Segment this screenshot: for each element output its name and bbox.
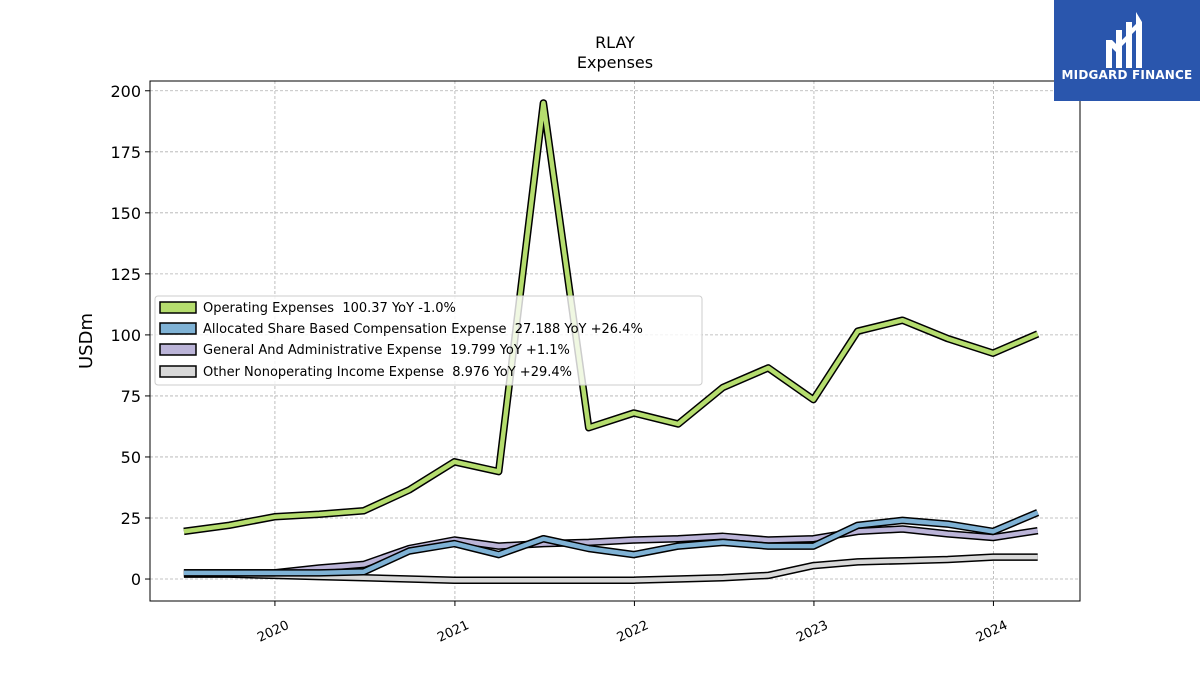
y-axis: 0 25 50 75 100 125 150 175 200: [110, 82, 150, 589]
y-tick-label: 175: [110, 143, 141, 162]
series-lines: [183, 99, 1040, 584]
x-tick-label: 2022: [615, 618, 651, 646]
chart-title: RLAY: [595, 33, 635, 52]
y-tick-label: 50: [121, 448, 141, 467]
series-line-general-and-administrative-expense: [183, 526, 1039, 576]
legend: Operating Expenses 100.37 YoY -1.0% Allo…: [154, 295, 703, 386]
y-tick-label: 100: [110, 326, 141, 345]
x-axis: 2020 2021 2022 2023 2024: [255, 601, 1010, 646]
legend-label-other-nonoperating: Other Nonoperating Income Expense 8.976 …: [203, 365, 572, 380]
y-tick-label: 200: [110, 82, 141, 101]
y-tick-label: 150: [110, 204, 141, 223]
legend-label-allocated-share-based-compensation: Allocated Share Based Compensation Expen…: [203, 322, 643, 337]
legend-label-operating-expenses: Operating Expenses 100.37 YoY -1.0%: [203, 301, 456, 316]
plot-frame: [149, 80, 1081, 602]
midgard-logo-icon: [1106, 12, 1142, 68]
y-tick-label: 125: [110, 265, 141, 284]
y-axis-label: USDm: [76, 313, 97, 369]
legend-swatch-allocated-share-based-compensation: [159, 322, 197, 335]
x-tick-label: 2023: [794, 618, 830, 646]
legend-swatch-general-and-administrative: [159, 343, 197, 356]
legend-swatch-operating-expenses: [159, 301, 197, 314]
x-tick-label: 2020: [255, 618, 291, 646]
legend-label-general-and-administrative: General And Administrative Expense 19.79…: [203, 343, 570, 358]
chart-subtitle: Expenses: [577, 53, 653, 72]
brand-name: MIDGARD FINANCE: [1061, 68, 1193, 82]
x-tick-label: 2024: [974, 618, 1010, 646]
legend-swatch-other-nonoperating: [159, 365, 197, 378]
brand-logo: MIDGARD FINANCE: [1054, 0, 1200, 101]
x-tick-label: 2021: [435, 618, 471, 646]
y-tick-label: 75: [121, 387, 141, 406]
series-line-operating-expenses: [183, 100, 1039, 534]
y-tick-label: 0: [131, 570, 141, 589]
series-line-other-nonoperating-income-expense: [183, 554, 1038, 583]
legend-box: [154, 295, 703, 386]
series-line-allocated-share-based-compensation-expense: [183, 510, 1039, 576]
y-tick-label: 25: [121, 509, 141, 528]
